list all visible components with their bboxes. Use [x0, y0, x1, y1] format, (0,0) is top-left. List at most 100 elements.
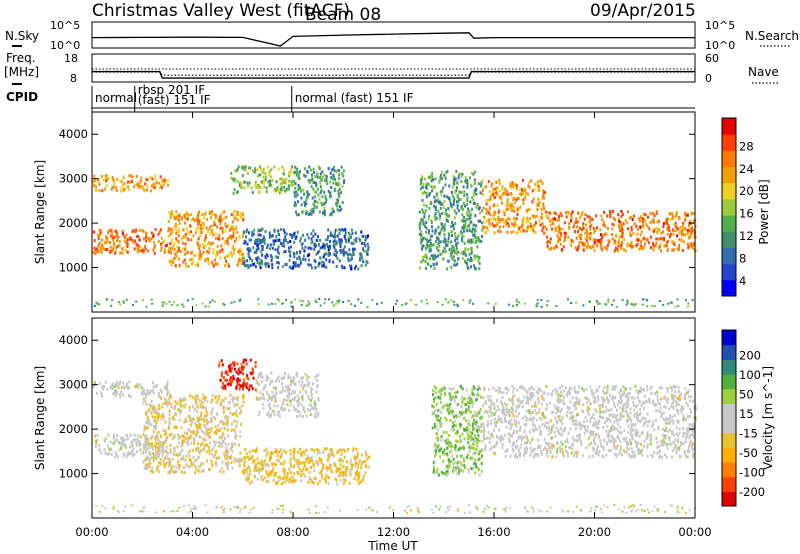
- heatmap-cell: [280, 377, 283, 381]
- heatmap-cell: [203, 222, 206, 226]
- heatmap-cell: [284, 469, 287, 473]
- heatmap-cell: [243, 165, 246, 169]
- heatmap-cell: [143, 466, 146, 470]
- heatmap-cell: [329, 213, 332, 217]
- heatmap-cell: [481, 228, 484, 232]
- heatmap-cell: [659, 242, 662, 246]
- heatmap-cell: [289, 233, 292, 236]
- heatmap-cell: [360, 253, 363, 257]
- heatmap-cell: [584, 231, 587, 235]
- heatmap-cell: [474, 436, 477, 440]
- heatmap-cell: [226, 420, 229, 424]
- heatmap-cell: [303, 173, 305, 177]
- heatmap-cell: [297, 464, 300, 468]
- heatmap-cell: [219, 249, 222, 253]
- heatmap-cell: [309, 413, 312, 417]
- heatmap-cell: [636, 227, 639, 231]
- heatmap-cell: [279, 448, 282, 452]
- heatmap-cell: [674, 215, 677, 219]
- heatmap-cell: [235, 424, 238, 428]
- heatmap-cell: [533, 388, 536, 391]
- heatmap-cell: [462, 446, 465, 450]
- heatmap-cell: [259, 397, 262, 401]
- heatmap-cell: [652, 217, 655, 221]
- heatmap-cell: [251, 449, 254, 453]
- heatmap-cell: [210, 416, 213, 420]
- heatmap-cell: [214, 396, 217, 400]
- heatmap-cell: [466, 211, 468, 215]
- heatmap-cell: [244, 468, 247, 472]
- heatmap-cell: [199, 423, 202, 427]
- heatmap-cell: [319, 246, 322, 250]
- heatmap-cell: [615, 305, 618, 308]
- heatmap-cell: [463, 193, 466, 197]
- heatmap-cell: [174, 400, 177, 404]
- heatmap-cell: [237, 165, 240, 169]
- heatmap-cell: [110, 384, 113, 388]
- heatmap-cell: [184, 232, 187, 236]
- heatmap-cell: [260, 459, 263, 463]
- heatmap-cell: [432, 243, 435, 247]
- heatmap-cell: [478, 261, 481, 265]
- heatmap-cell: [554, 227, 557, 231]
- heatmap-cell: [224, 396, 227, 400]
- heatmap-cell: [317, 193, 320, 197]
- heatmap-cell: [202, 250, 205, 254]
- heatmap-cell: [217, 237, 219, 241]
- heatmap-cell: [298, 256, 301, 260]
- heatmap-cell: [467, 441, 470, 444]
- heatmap-cell: [236, 380, 239, 384]
- heatmap-cell: [237, 382, 240, 386]
- heatmap-cell: [435, 192, 438, 196]
- heatmap-cell: [320, 178, 323, 182]
- heatmap-cell: [179, 435, 182, 438]
- heatmap-cell: [492, 188, 495, 191]
- heatmap-cell: [307, 254, 309, 257]
- heatmap-cell: [440, 387, 443, 391]
- heatmap-cell: [472, 452, 475, 456]
- heatmap-cell: [296, 200, 299, 204]
- heatmap-cell: [315, 190, 318, 194]
- heatmap-cell: [259, 467, 262, 470]
- heatmap-cell: [671, 212, 674, 216]
- heatmap-cell: [169, 246, 172, 250]
- heatmap-cell: [441, 212, 444, 215]
- heatmap-cell: [308, 403, 311, 407]
- heatmap-cell: [232, 397, 235, 400]
- heatmap-cell: [463, 463, 466, 467]
- heatmap-cell: [527, 227, 530, 231]
- heatmap-cell: [281, 452, 284, 456]
- heatmap-cell: [233, 301, 236, 303]
- heatmap-cell: [219, 222, 222, 226]
- heatmap-cell: [421, 198, 424, 202]
- heatmap-cell: [324, 194, 327, 198]
- heatmap-cell: [356, 452, 359, 456]
- heatmap-cell: [205, 450, 208, 454]
- heatmap-cell: [214, 258, 216, 262]
- heatmap-cell: [475, 236, 477, 240]
- heatmap-cell: [605, 391, 608, 395]
- heatmap-cell: [556, 234, 559, 238]
- heatmap-cell: [301, 398, 304, 402]
- heatmap-cell: [541, 222, 544, 226]
- heatmap-cell: [328, 260, 331, 264]
- heatmap-cell: [424, 255, 426, 259]
- heatmap-cell: [630, 225, 633, 229]
- heatmap-cell: [471, 240, 474, 244]
- heatmap-cell: [190, 238, 193, 242]
- heatmap-cell: [453, 415, 456, 419]
- heatmap-cell: [234, 217, 237, 220]
- heatmap-cell: [328, 453, 331, 457]
- heatmap-cell: [673, 433, 676, 437]
- heatmap-cell: [219, 378, 222, 382]
- heatmap-cell: [239, 214, 242, 217]
- heatmap-cell: [279, 390, 282, 394]
- heatmap-cell: [466, 229, 469, 232]
- heatmap-cell: [460, 251, 463, 255]
- heatmap-cell: [150, 389, 153, 393]
- heatmap-cell: [166, 383, 169, 387]
- heatmap-cell: [167, 424, 170, 428]
- heatmap-cell: [290, 236, 293, 239]
- heatmap-cell: [232, 374, 235, 378]
- heatmap-cell: [614, 241, 617, 245]
